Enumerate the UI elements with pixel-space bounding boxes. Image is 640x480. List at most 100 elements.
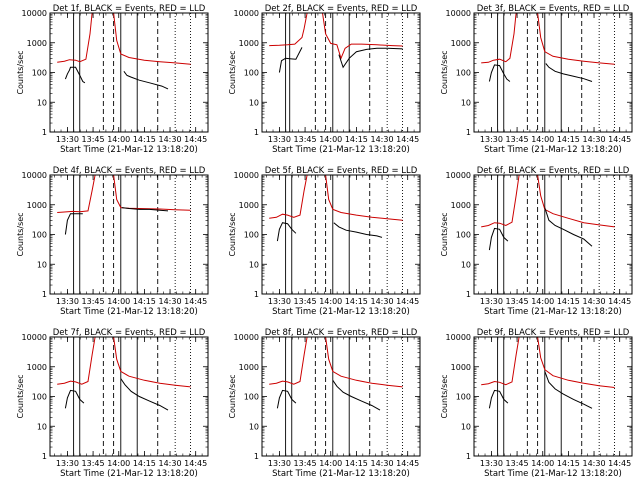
chart-panel-5: Det 5f, BLACK = Events, RED = LLD 1 10 100 1… [228,166,421,317]
y-tick-label: 10000 [22,171,47,180]
y-tick-label: 100 [32,393,47,402]
x-tick-label: 14:00 [319,297,342,306]
chart-panel-7: Det 7f, BLACK = Events, RED = LLD 1 10 100 1… [16,328,209,479]
x-tick-label: 14:45 [608,297,631,306]
x-axis-label: Start Time (21-Mar-12 13:18:20) [60,145,198,155]
series-line-lld [269,175,403,221]
y-tick-label: 10 [461,422,471,431]
y-tick-label: 1000 [27,201,47,210]
x-tick-label: 14:30 [371,297,394,306]
x-tick-label: 14:45 [608,459,631,468]
y-tick-label: 10 [37,98,47,107]
series-line-events [276,380,381,411]
series-line-events [488,371,593,409]
x-tick-label: 14:15 [557,135,580,144]
x-tick-label: 14:15 [557,297,580,306]
y-tick-label: 10000 [22,9,47,18]
y-tick-label: 1000 [239,201,259,210]
series-line-lld [481,337,615,388]
series-line-events [276,222,383,242]
series-line-lld [269,337,403,388]
y-tick-label: 10000 [234,171,259,180]
y-tick-label: 100 [244,231,259,240]
y-axis-label: Counts/sec [16,50,25,94]
x-tick-label: 14:15 [133,459,156,468]
x-tick-label: 14:00 [107,297,130,306]
plot-area [481,175,616,294]
x-tick-label: 13:30 [268,297,291,306]
chart-panel-1: Det 1f, BLACK = Events, RED = LLD 1 10 100 1… [16,4,209,155]
chart-panel-2: Det 2f, BLACK = Events, RED = LLD 1 10 100 1… [228,4,421,155]
y-tick-label: 1 [466,452,471,461]
y-tick-label: 100 [456,231,471,240]
plot-area [57,337,192,456]
x-tick-label: 14:15 [345,297,368,306]
y-tick-label: 10000 [446,333,471,342]
x-tick-label: 13:30 [268,459,291,468]
plot-frame [261,174,421,295]
x-tick-label: 14:00 [531,135,554,144]
x-axis-label: Start Time (21-Mar-12 13:18:20) [484,145,622,155]
x-tick-label: 14:45 [184,297,207,306]
y-axis-label: Counts/sec [16,212,25,256]
chart-panel-8: Det 8f, BLACK = Events, RED = LLD 1 10 100 1… [228,328,421,479]
y-tick-label: 100 [32,231,47,240]
y-tick-label: 1000 [239,363,259,372]
plot-area [269,337,404,456]
y-axis-label: Counts/sec [228,50,237,94]
y-tick-label: 1000 [239,39,259,48]
chart-title: Det 3f, BLACK = Events, RED = LLD [477,4,630,14]
y-tick-label: 1 [254,452,259,461]
plot-area [269,13,404,132]
x-tick-label: 13:30 [56,297,79,306]
y-tick-label: 1 [254,290,259,299]
series-line-events [488,63,593,82]
y-tick-label: 100 [244,69,259,78]
series-line-lld [57,13,191,65]
x-tick-label: 13:45 [294,459,317,468]
chart-title: Det 4f, BLACK = Events, RED = LLD [53,166,206,176]
y-tick-label: 1000 [451,39,471,48]
x-tick-label: 14:15 [133,297,156,306]
y-tick-label: 10 [461,260,471,269]
y-tick-label: 100 [244,393,259,402]
x-tick-label: 13:45 [294,135,317,144]
x-axis-label: Start Time (21-Mar-12 13:18:20) [60,307,198,317]
x-tick-label: 14:30 [371,459,394,468]
y-tick-label: 1000 [451,363,471,372]
chart-title: Det 6f, BLACK = Events, RED = LLD [477,166,630,176]
plot-frame [49,174,209,295]
x-tick-label: 14:30 [371,135,394,144]
series-line-lld [269,13,403,60]
x-tick-label: 13:30 [56,459,79,468]
series-line-lld [481,13,615,65]
plot-frame [261,336,421,457]
x-tick-label: 14:00 [107,459,130,468]
x-tick-label: 14:45 [184,135,207,144]
x-axis-label: Start Time (21-Mar-12 13:18:20) [484,469,622,479]
chart-title: Det 7f, BLACK = Events, RED = LLD [53,328,206,338]
y-tick-label: 10000 [234,333,259,342]
x-axis-label: Start Time (21-Mar-12 13:18:20) [272,307,410,317]
x-tick-label: 14:30 [583,297,606,306]
chart-title: Det 9f, BLACK = Events, RED = LLD [477,328,630,338]
y-axis-label: Counts/sec [440,212,449,256]
x-tick-label: 13:45 [82,135,105,144]
plot-area [57,175,192,294]
x-tick-label: 14:30 [159,459,182,468]
x-tick-label: 14:00 [531,297,554,306]
chart-title: Det 5f, BLACK = Events, RED = LLD [265,166,418,176]
series-line-lld [57,337,191,388]
plot-frame [473,174,633,295]
x-tick-label: 14:30 [583,135,606,144]
y-tick-label: 1 [42,452,47,461]
y-tick-label: 10 [37,422,47,431]
y-tick-label: 10 [249,422,259,431]
x-tick-label: 14:45 [396,459,419,468]
x-tick-label: 14:30 [159,297,182,306]
series-line-lld [57,175,191,213]
plot-area [481,13,616,132]
x-tick-label: 14:30 [159,135,182,144]
chart-title: Det 2f, BLACK = Events, RED = LLD [265,4,418,14]
